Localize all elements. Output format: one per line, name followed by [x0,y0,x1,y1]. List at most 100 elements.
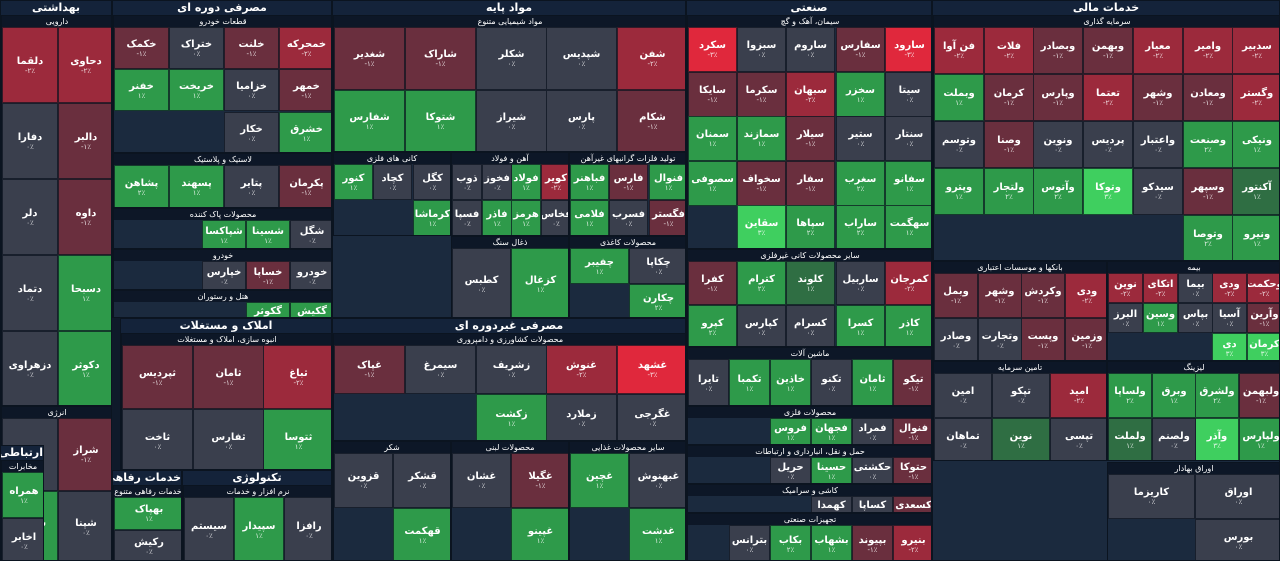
stock-tile[interactable]: حسینا ۱٪ [811,457,852,483]
stock-tile[interactable]: تماهان ۰٪ [934,418,992,460]
stock-tile[interactable]: کرمان ۳٪ [1247,333,1279,360]
stock-tile[interactable]: ختراک ۰٪ [169,27,224,69]
stock-tile[interactable]: فارس -۱٪ [609,164,648,200]
stock-tile[interactable]: دلر ۰٪ [2,179,58,255]
stock-tile[interactable]: واعتبار ۰٪ [1133,121,1183,168]
stock-tile[interactable]: سمازند ۱٪ [737,116,786,161]
stock-tile[interactable]: ثامان -۱٪ [193,345,264,409]
stock-tile[interactable]: شتوکا ۱٪ [405,90,476,151]
stock-tile[interactable]: سخواف -۱٪ [737,161,786,206]
stock-tile[interactable]: خشرق ۱٪ [279,112,331,152]
stock-tile[interactable]: بپیوند -۱٪ [852,525,893,560]
stock-tile[interactable]: پتایر ۰٪ [224,165,279,207]
stock-tile[interactable]: کنور ۱٪ [334,164,373,200]
stock-tile[interactable]: دلقما -۲٪ [2,27,58,103]
stock-tile[interactable]: سفارس -۱٪ [836,27,885,72]
stock-tile[interactable]: شفن -۲٪ [617,27,685,90]
stock-tile[interactable]: وحکمت -۲٪ [1247,273,1279,303]
stock-tile[interactable]: ساراب ۲٪ [836,205,885,248]
stock-tile[interactable]: پردیس ۰٪ [1083,121,1133,168]
stock-tile[interactable]: تعتما -۲٪ [1083,74,1133,121]
stock-tile[interactable]: فلات -۲٪ [984,27,1034,74]
stock-tile[interactable]: اوراق ۰٪ [1195,474,1279,519]
stock-tile[interactable]: وپترو ۱٪ [934,168,984,215]
stock-tile[interactable]: فجهان ۱٪ [811,418,852,444]
stock-tile[interactable]: ولتجار ۲٪ [984,168,1034,215]
stock-tile[interactable]: سدبیر -۲٪ [1232,27,1279,74]
stock-tile[interactable]: فمراد ۰٪ [852,418,893,444]
stock-tile[interactable]: دسبحا ۱٪ [58,255,111,331]
stock-tile[interactable]: نوین ۱٪ [992,418,1050,460]
stock-tile[interactable]: خلنت -۱٪ [224,27,279,69]
stock-tile[interactable]: سقاین ۳٪ [737,205,786,248]
stock-tile[interactable]: ساربیل ۰٪ [836,261,885,305]
stock-tile[interactable]: خفنر ۱٪ [114,69,169,111]
stock-tile[interactable]: پکرمان -۱٪ [279,165,331,207]
stock-tile[interactable]: تپسی ۰٪ [1050,418,1106,460]
stock-tile[interactable]: کمرجان -۲٪ [885,261,931,305]
stock-tile[interactable]: کگل ۰٪ [413,164,450,200]
stock-tile[interactable]: غدشت ۱٪ [629,508,685,560]
stock-tile[interactable]: بهپاک ۱٪ [114,497,181,530]
stock-tile[interactable]: ونوین ۰٪ [1033,121,1083,168]
stock-tile[interactable]: پسهند ۱٪ [169,165,224,207]
stock-tile[interactable]: غچین ۱٪ [570,453,629,508]
stock-tile[interactable]: فخوز ۰٪ [482,164,512,200]
stock-tile[interactable]: پارس ۰٪ [546,90,617,151]
stock-tile[interactable]: زملارد ۰٪ [546,394,617,440]
stock-tile[interactable]: فولاد ۱٪ [511,164,541,200]
stock-tile[interactable]: فاذر ۱٪ [482,200,512,235]
stock-tile[interactable]: خمهر -۱٪ [279,69,331,111]
stock-tile[interactable]: ودی -۲٪ [1212,273,1247,303]
stock-tile[interactable]: وصنعت ۲٪ [1183,121,1233,168]
stock-tile[interactable]: غشان ۰٪ [452,453,511,508]
stock-tile[interactable]: سیمرغ ۰٪ [405,345,476,394]
stock-tile[interactable]: وسین ۱٪ [1143,303,1178,333]
stock-tile[interactable]: سپیدار ۱٪ [234,497,284,560]
stock-tile[interactable]: البرز ۰٪ [1108,303,1143,333]
stock-tile[interactable]: شیراز ۰٪ [476,90,547,151]
stock-tile[interactable]: کسعدی-۱٪ [893,496,931,512]
stock-tile[interactable]: ونیکی ۱٪ [1232,121,1279,168]
stock-tile[interactable]: سمنان ۱٪ [688,116,737,161]
stock-tile[interactable]: شکلر ۰٪ [476,27,547,90]
stock-tile[interactable]: آسیا ۰٪ [1212,303,1247,333]
stock-tile[interactable]: بشهاب ۱٪ [811,525,852,560]
stock-tile[interactable]: خزامیا ۰٪ [224,69,279,111]
stock-tile[interactable]: وآرین -۱٪ [1247,303,1279,333]
stock-tile[interactable]: کلوند ۱٪ [786,261,835,305]
stock-tile[interactable]: وتوسم ۰٪ [934,121,984,168]
stock-tile[interactable]: سیستم ۰٪ [184,497,234,560]
stock-tile[interactable]: ولساپا ۲٪ [1108,373,1152,418]
stock-tile[interactable]: فن آوا -۲٪ [934,27,984,74]
stock-tile[interactable]: امین ۰٪ [934,373,992,418]
stock-tile[interactable]: خمحرکه -۲٪ [279,27,331,69]
stock-tile[interactable]: غگیلا -۱٪ [511,453,568,508]
stock-tile[interactable]: کزغال ۱٪ [511,248,568,317]
stock-tile[interactable]: وتوکا ۳٪ [1083,168,1133,215]
stock-tile[interactable]: ولصنم ۰٪ [1152,418,1196,460]
stock-tile[interactable]: آکنتور ۱٪ [1232,168,1279,215]
stock-tile[interactable]: ومعادن -۱٪ [1183,74,1233,121]
stock-tile[interactable]: ولشرق ۲٪ [1195,373,1239,418]
stock-tile[interactable]: فروس ۱٪ [770,418,811,444]
stock-tile[interactable]: پشاهن ۲٪ [114,165,169,207]
stock-tile[interactable]: کسرا ۱٪ [836,305,885,346]
stock-tile[interactable]: ساروم ۰٪ [786,27,835,72]
stock-tile[interactable]: ستیر ۰٪ [836,116,885,161]
stock-tile[interactable]: وکردش -۱٪ [1021,273,1065,318]
stock-tile[interactable]: کپارس ۰٪ [737,305,786,346]
stock-tile[interactable]: شپاکسا ۱٪ [202,220,246,248]
stock-tile[interactable]: شپدیس ۰٪ [546,27,617,90]
stock-tile[interactable]: وبهمن -۱٪ [1083,27,1133,74]
stock-tile[interactable]: قزوین ۰٪ [334,453,393,508]
stock-tile[interactable]: وتوصا ۲٪ [1183,215,1233,260]
stock-tile[interactable]: وپارس -۱٪ [1033,74,1083,121]
stock-tile[interactable]: دزهراوی ۰٪ [2,331,58,405]
stock-tile[interactable]: گکوثر۱٪ [246,302,290,317]
stock-tile[interactable]: اتکای -۲٪ [1143,273,1178,303]
stock-tile[interactable]: کرمان -۱٪ [984,74,1034,121]
stock-tile[interactable]: قهکمت ۱٪ [393,508,450,560]
stock-tile[interactable]: خکار ۰٪ [224,112,279,152]
stock-tile[interactable]: چفیبر ۱٪ [570,248,629,284]
